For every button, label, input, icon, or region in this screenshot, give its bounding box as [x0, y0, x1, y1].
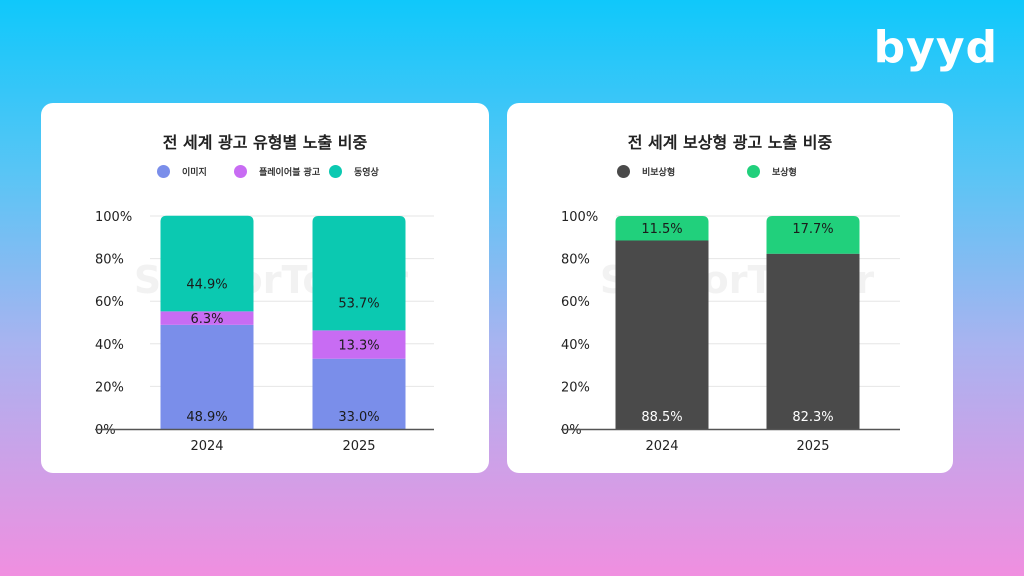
bar-segment	[160, 215, 254, 312]
data-label: 6.3%	[190, 312, 223, 327]
bar-segment	[160, 311, 254, 325]
legend-dot-image	[157, 165, 170, 178]
stacked-bar-chart-rewarded: SensorTower0%20%40%60%80%100%88.5%11.5%2…	[561, 210, 900, 454]
bar-segment	[312, 358, 406, 429]
chart-card-rewarded: 전 세계 보상형 광고 노출 비중 비보상형 보상형 SensorTower 0%…	[507, 103, 953, 473]
bar-segment	[766, 253, 860, 429]
legend-item-image: 이미지	[157, 165, 207, 178]
legend-dot-rewarded	[747, 165, 760, 178]
y-tick-label: 60%	[95, 295, 124, 310]
y-tick-label: 80%	[95, 253, 124, 268]
x-tick-label: 2024	[190, 439, 223, 454]
legend-label: 플레이어블 광고	[259, 168, 321, 178]
y-tick-label: 0%	[561, 423, 582, 438]
legend-item-rewarded: 보상형	[747, 165, 797, 178]
bar-segment	[615, 216, 709, 241]
y-tick-label: 20%	[95, 380, 124, 395]
data-label: 33.0%	[338, 410, 379, 425]
data-label: 48.9%	[186, 410, 227, 425]
x-tick-label: 2024	[645, 439, 678, 454]
legend-dot-playable	[234, 165, 247, 178]
y-tick-label: 60%	[561, 295, 590, 310]
bar-segment	[615, 240, 709, 429]
legend-dot-non-rewarded	[617, 165, 630, 178]
y-tick-label: 100%	[95, 210, 132, 225]
chart-legend: 이미지 플레이어블 광고 동영상	[41, 165, 489, 181]
stacked-bar-chart-ad-type: SensorTower0%20%40%60%80%100%48.9%6.3%44…	[95, 210, 434, 454]
y-tick-label: 100%	[561, 210, 598, 225]
legend-item-video: 동영상	[329, 165, 379, 178]
x-tick-label: 2025	[796, 439, 829, 454]
bar-segment	[160, 324, 254, 429]
chart-legend: 비보상형 보상형	[507, 165, 953, 181]
y-tick-label: 40%	[561, 338, 590, 353]
data-label: 82.3%	[792, 410, 833, 425]
data-label: 17.7%	[792, 222, 833, 237]
legend-item-non-rewarded: 비보상형	[617, 165, 675, 178]
bar-segment	[312, 330, 406, 359]
data-label: 88.5%	[641, 410, 682, 425]
y-tick-label: 40%	[95, 338, 124, 353]
y-tick-label: 80%	[561, 253, 590, 268]
data-label: 44.9%	[186, 277, 227, 292]
y-tick-label: 0%	[95, 423, 116, 438]
byyd-logo: byyd	[873, 22, 998, 73]
bar-segment	[312, 216, 406, 331]
chart-title: 전 세계 보상형 광고 노출 비중	[627, 133, 833, 152]
x-tick-label: 2025	[342, 439, 375, 454]
chart-card-ad-type: 전 세계 광고 유형별 노출 비중 이미지 플레이어블 광고 동영상 Senso…	[41, 103, 489, 473]
legend-dot-video	[329, 165, 342, 178]
bar-segment	[766, 216, 860, 254]
data-label: 11.5%	[641, 222, 682, 237]
legend-item-playable: 플레이어블 광고	[234, 165, 320, 178]
legend-label: 보상형	[772, 168, 797, 178]
data-label: 53.7%	[338, 296, 379, 311]
legend-label: 비보상형	[642, 168, 676, 178]
legend-label: 동영상	[354, 168, 379, 178]
chart-title: 전 세계 광고 유형별 노출 비중	[162, 133, 368, 152]
y-tick-label: 20%	[561, 380, 590, 395]
data-label: 13.3%	[338, 339, 379, 354]
legend-label: 이미지	[182, 168, 207, 178]
